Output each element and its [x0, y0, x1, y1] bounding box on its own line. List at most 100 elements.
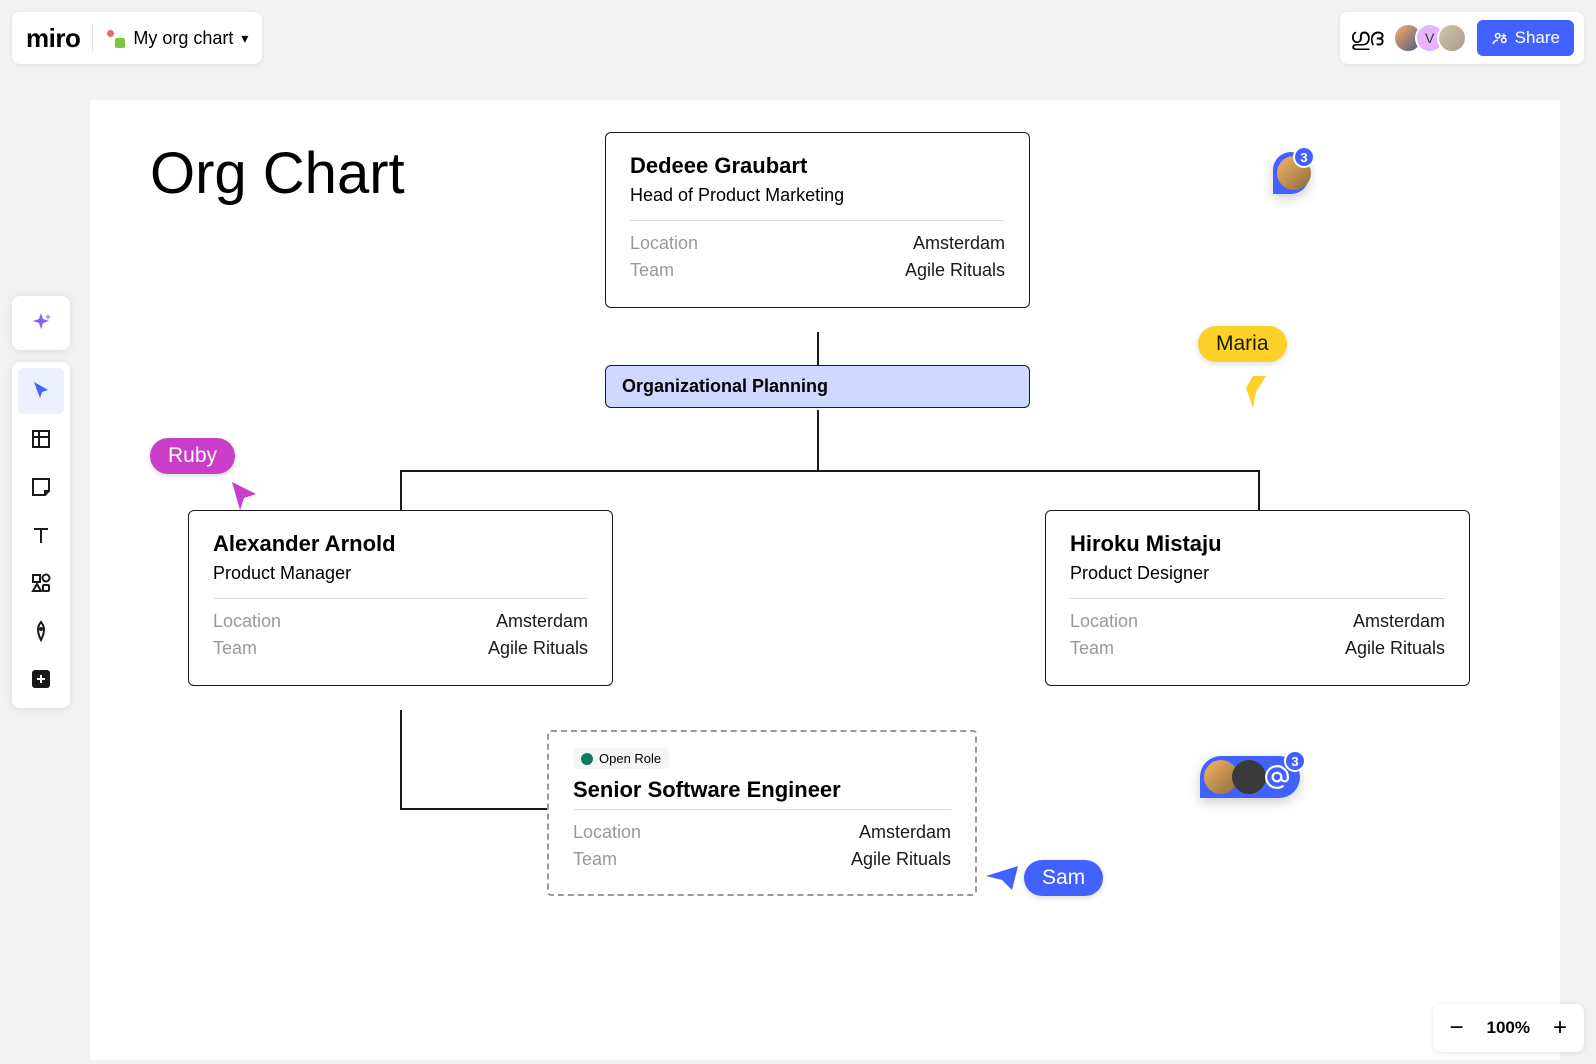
card-row: Team Agile Rituals — [213, 638, 588, 659]
location-label: Location — [630, 233, 698, 254]
card-name: Alexander Arnold — [213, 531, 588, 557]
location-label: Location — [1070, 611, 1138, 632]
card-row: Team Agile Rituals — [573, 849, 951, 870]
cursor-ruby: Ruby — [150, 438, 235, 474]
card-row: Location Amsterdam — [1070, 611, 1445, 632]
team-value: Agile Rituals — [488, 638, 588, 659]
location-value: Amsterdam — [496, 611, 588, 632]
cursor-arrow-icon — [1238, 374, 1268, 410]
team-label: Team — [1070, 638, 1114, 659]
tool-pen[interactable] — [18, 608, 64, 654]
logo[interactable]: miro — [26, 23, 80, 54]
card-role: Product Designer — [1070, 563, 1445, 584]
topbar-right: ഗുദ V Share — [1340, 12, 1584, 64]
org-card-left[interactable]: Alexander Arnold Product Manager Locatio… — [188, 510, 613, 686]
section-text: Organizational Planning — [622, 376, 828, 396]
frame-icon — [29, 427, 53, 451]
location-value: Amsterdam — [913, 233, 1005, 254]
location-value: Amsterdam — [859, 822, 951, 843]
connector — [1258, 470, 1260, 510]
org-card-right[interactable]: Hiroku Mistaju Product Designer Location… — [1045, 510, 1470, 686]
location-label: Location — [573, 822, 641, 843]
card-row: Team Agile Rituals — [1070, 638, 1445, 659]
share-label: Share — [1515, 28, 1560, 48]
chevron-down-icon: ▾ — [241, 30, 248, 47]
team-label: Team — [630, 260, 674, 281]
divider — [92, 24, 93, 52]
cursor-maria: Maria — [1198, 326, 1287, 362]
cursor-name: Maria — [1216, 332, 1269, 355]
tool-ai[interactable] — [12, 296, 70, 350]
connector — [817, 332, 819, 365]
badge-text: Open Role — [599, 751, 661, 766]
connector — [400, 470, 402, 510]
divider — [1070, 598, 1445, 599]
card-row: Team Agile Rituals — [630, 260, 1005, 281]
connector — [400, 710, 402, 810]
card-row: Location Amsterdam — [630, 233, 1005, 254]
tool-select[interactable] — [18, 368, 64, 414]
cursor-name: Ruby — [168, 444, 217, 467]
sticky-note-icon — [29, 475, 53, 499]
reactions-icon[interactable]: ഗുദ — [1350, 24, 1383, 52]
team-value: Agile Rituals — [1345, 638, 1445, 659]
team-label: Team — [573, 849, 617, 870]
card-name: Dedeee Graubart — [630, 153, 1005, 179]
page-title: Org Chart — [150, 140, 405, 207]
board-icon — [105, 28, 125, 48]
cursor-arrow-icon — [984, 862, 1020, 892]
card-row: Location Amsterdam — [573, 822, 951, 843]
comment-count-badge: 3 — [1293, 146, 1315, 168]
location-label: Location — [213, 611, 281, 632]
card-row: Location Amsterdam — [213, 611, 588, 632]
connector — [817, 410, 819, 470]
cursor-arrow-icon — [230, 480, 258, 512]
card-name: Hiroku Mistaju — [1070, 531, 1445, 557]
text-icon — [29, 523, 53, 547]
card-role: Product Manager — [213, 563, 588, 584]
divider — [630, 220, 1005, 221]
share-button[interactable]: Share — [1477, 20, 1574, 56]
board-name-dropdown[interactable]: My org chart ▾ — [105, 28, 248, 49]
tool-shapes[interactable] — [18, 560, 64, 606]
canvas[interactable]: Org Chart Dedeee Graubart Head of Produc… — [90, 100, 1560, 1060]
org-card-open-role[interactable]: Open Role Senior Software Engineer Locat… — [547, 730, 977, 896]
team-value: Agile Rituals — [905, 260, 1005, 281]
zoom-out-button[interactable]: − — [1447, 1014, 1467, 1042]
card-role: Head of Product Marketing — [630, 185, 1005, 206]
section-label[interactable]: Organizational Planning — [605, 365, 1030, 408]
team-value: Agile Rituals — [851, 849, 951, 870]
zoom-controls: − 100% + — [1433, 1004, 1584, 1052]
tool-frame[interactable] — [18, 416, 64, 462]
location-value: Amsterdam — [1353, 611, 1445, 632]
plus-icon — [29, 667, 53, 691]
divider — [213, 598, 588, 599]
sparkle-icon — [29, 311, 53, 335]
topbar-left: miro My org chart ▾ — [12, 12, 262, 64]
connector — [400, 470, 1260, 472]
team-label: Team — [213, 638, 257, 659]
comment-avatar — [1232, 760, 1266, 794]
share-icon — [1491, 29, 1509, 47]
tool-add[interactable] — [18, 656, 64, 702]
shapes-icon — [29, 571, 53, 595]
cursor-sam: Sam — [1024, 860, 1103, 896]
comment-thread[interactable]: 3 — [1200, 756, 1300, 798]
divider — [573, 809, 951, 810]
connector — [400, 808, 550, 810]
avatar[interactable] — [1437, 23, 1467, 53]
org-card-top[interactable]: Dedeee Graubart Head of Product Marketin… — [605, 132, 1030, 308]
tool-text[interactable] — [18, 512, 64, 558]
card-name: Senior Software Engineer — [573, 777, 951, 803]
comment-count-badge: 3 — [1284, 750, 1306, 772]
zoom-in-button[interactable]: + — [1550, 1014, 1570, 1042]
comment-thread[interactable]: 3 — [1273, 152, 1309, 194]
collaborator-avatars[interactable]: V — [1393, 23, 1467, 53]
cursor-icon — [29, 379, 53, 403]
board-name: My org chart — [133, 28, 233, 49]
open-role-badge: Open Role — [573, 748, 669, 769]
toolbar — [12, 362, 70, 708]
zoom-value[interactable]: 100% — [1487, 1018, 1530, 1038]
tool-sticky[interactable] — [18, 464, 64, 510]
pen-icon — [29, 619, 53, 643]
